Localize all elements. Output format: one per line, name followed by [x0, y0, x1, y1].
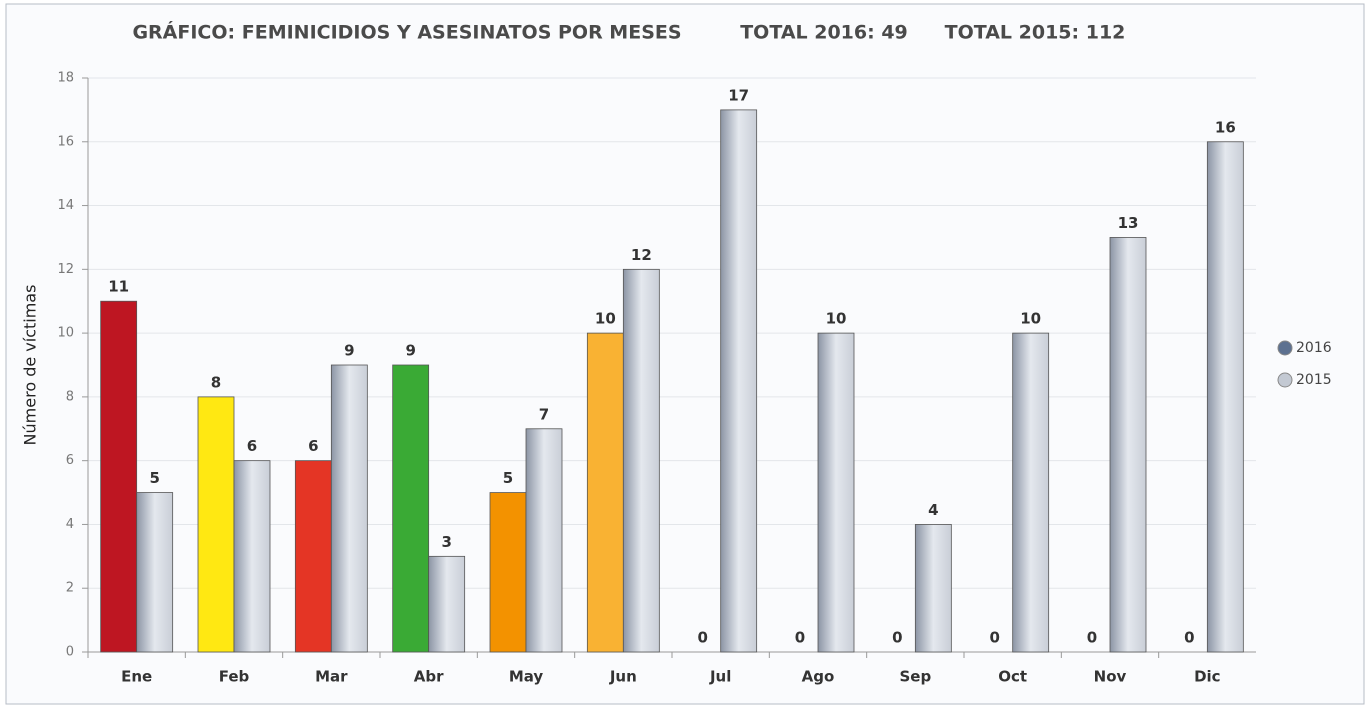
y-tick-label: 12	[57, 262, 74, 277]
y-axis-label: Número de víctimas	[21, 285, 40, 446]
data-label: 10	[595, 310, 616, 328]
data-label: 6	[247, 437, 257, 455]
y-tick-label: 8	[66, 389, 74, 404]
x-tick-label: Jun	[609, 668, 637, 686]
bar	[428, 555, 466, 653]
bar	[136, 492, 174, 653]
legend-label: 2015	[1296, 372, 1332, 388]
bar	[914, 524, 952, 653]
y-tick-label: 4	[66, 517, 74, 532]
data-label: 16	[1215, 118, 1236, 136]
bar	[817, 332, 855, 653]
data-label: 0	[795, 629, 805, 647]
y-tick-label: 6	[66, 453, 74, 468]
bar	[294, 460, 332, 653]
data-label: 9	[405, 342, 415, 360]
annotation: TOTAL 2015: 112	[945, 22, 1126, 44]
bar	[197, 396, 235, 653]
data-label: 9	[344, 342, 354, 360]
data-label: 6	[308, 437, 318, 455]
bar	[233, 460, 271, 653]
bar	[622, 268, 660, 653]
x-tick-label: Mar	[315, 668, 348, 686]
y-tick-label: 0	[66, 645, 74, 660]
x-tick-label: May	[509, 668, 544, 686]
bar	[1012, 332, 1050, 653]
bar	[100, 300, 138, 653]
data-label: 0	[989, 629, 999, 647]
chart-title: GRÁFICO: FEMINICIDIOS Y ASESINATOS POR M…	[132, 21, 681, 44]
x-tick-label: Sep	[899, 668, 931, 686]
x-tick-label: Oct	[998, 668, 1027, 686]
bar	[330, 364, 368, 653]
x-tick-label: Ene	[121, 668, 152, 686]
data-label: 3	[441, 533, 451, 551]
bar	[720, 109, 758, 653]
data-label: 17	[728, 86, 749, 104]
data-label: 11	[108, 278, 129, 296]
y-tick-label: 16	[57, 134, 74, 149]
x-tick-label: Feb	[219, 668, 250, 686]
bar	[1206, 141, 1244, 653]
data-label: 8	[211, 373, 221, 391]
data-label: 4	[928, 501, 938, 519]
y-tick-label: 14	[57, 198, 74, 213]
x-tick-label: Jul	[709, 668, 731, 686]
legend-label: 2016	[1296, 340, 1332, 356]
y-tick-label: 10	[57, 326, 74, 341]
x-tick-label: Dic	[1194, 668, 1220, 686]
bar	[586, 332, 624, 653]
bar	[392, 364, 430, 653]
bar	[489, 492, 527, 653]
data-label: 13	[1118, 214, 1139, 232]
bar	[1109, 237, 1147, 653]
data-label: 5	[149, 469, 159, 487]
data-label: 10	[826, 310, 847, 328]
data-label: 5	[503, 469, 513, 487]
y-tick-label: 2	[66, 581, 74, 596]
y-tick-label: 18	[57, 71, 74, 86]
data-label: 0	[1087, 629, 1097, 647]
x-tick-label: Abr	[414, 668, 444, 686]
x-tick-label: Ago	[802, 668, 835, 686]
data-label: 10	[1020, 310, 1041, 328]
data-label: 7	[539, 405, 549, 423]
data-label: 0	[892, 629, 902, 647]
legend-marker	[1277, 340, 1293, 356]
legend-marker	[1277, 372, 1293, 388]
data-label: 12	[631, 246, 652, 264]
data-label: 0	[1184, 629, 1194, 647]
data-label: 0	[697, 629, 707, 647]
annotation: TOTAL 2016: 49	[740, 22, 908, 44]
x-tick-label: Nov	[1094, 668, 1127, 686]
bar	[525, 428, 563, 653]
